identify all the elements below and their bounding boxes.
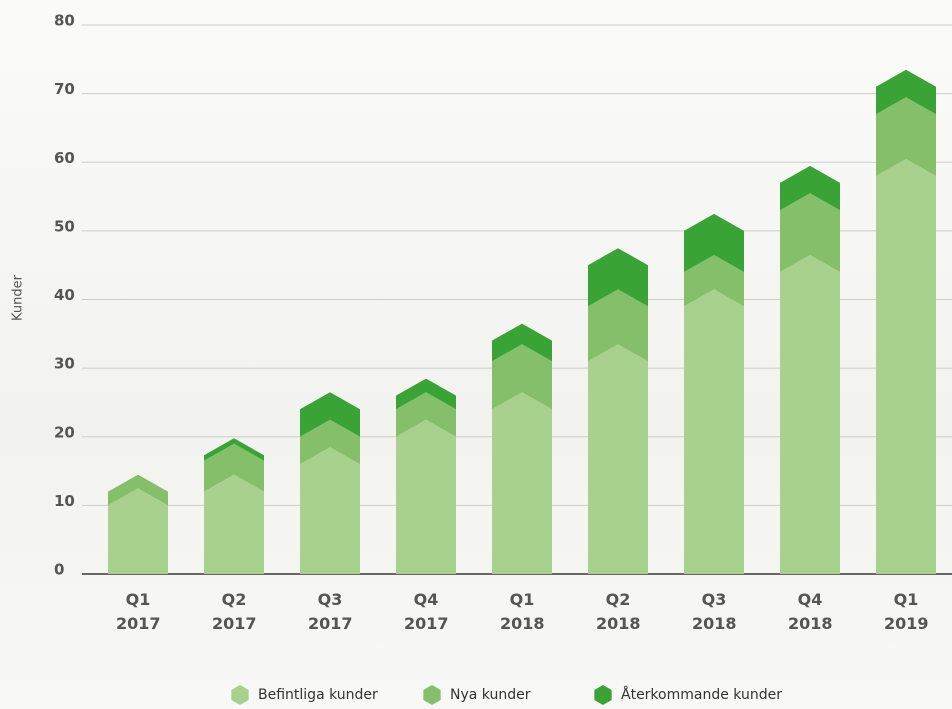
legend-label: Nya kunder [450,687,531,703]
x-tick-label: Q4 2017 [404,588,448,636]
bar-segment [204,475,264,574]
chart: Kunder 0 10 20 30 40 50 60 70 80 Befintliga kunde… [0,0,952,709]
bar-segment [396,420,456,574]
y-tick-label: 50 [54,217,75,235]
bar-segment [300,447,360,574]
y-tick-label: 20 [54,423,75,441]
x-tick-label: Q3 2018 [692,588,736,636]
legend-label: Befintliga kunder [258,687,378,703]
bar-segment [492,392,552,574]
y-tick-label: 30 [54,355,75,373]
x-tick-label: Q2 2018 [596,588,640,636]
y-tick-label: 70 [54,80,75,98]
y-tick-label: 80 [54,12,75,30]
bar-segment [108,488,168,574]
y-tick-label: 10 [54,492,75,510]
y-tick-label: 0 [54,561,64,579]
legend-swatch [231,685,248,705]
bar-segment [684,289,744,574]
x-tick-label: Q1 2018 [500,588,544,636]
legend-swatch [594,685,611,705]
y-axis-label: Kunder [11,274,26,321]
x-tick-label: Q2 2017 [212,588,256,636]
y-tick-label: 60 [54,149,75,167]
bar-segment [876,159,936,574]
x-tick-label: Q4 2018 [788,588,832,636]
x-tick-label: Q3 2017 [308,588,352,636]
y-tick-label: 40 [54,286,75,304]
x-tick-label: Q1 2017 [116,588,160,636]
legend-label: Återkommande kunder [621,686,782,703]
x-tick-label: Q1 2019 [884,588,928,636]
bar-segment [588,344,648,574]
bar-segment [780,255,840,574]
legend-swatch [423,685,440,705]
